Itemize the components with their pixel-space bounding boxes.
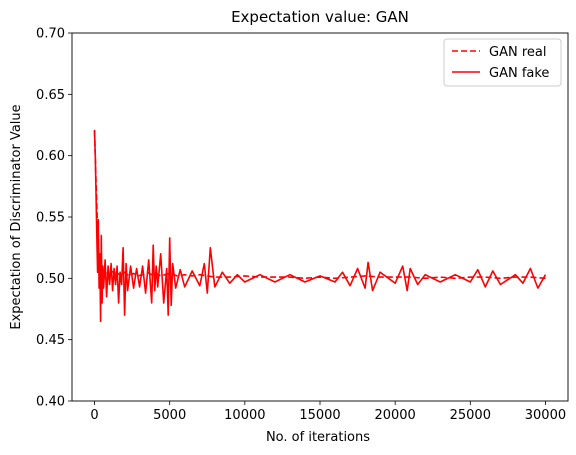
x-axis-label: No. of iterations <box>266 430 370 445</box>
x-tick-label: 20000 <box>374 408 415 423</box>
x-tick-label: 0 <box>90 408 98 423</box>
y-axis-label: Expectation of Discriminator Value <box>9 104 24 329</box>
y-axis: 0.40 0.45 0.50 0.55 0.60 0.65 0.70 <box>36 27 72 410</box>
y-tick-label: 0.60 <box>36 149 65 164</box>
y-tick-label: 0.65 <box>36 88 65 103</box>
y-tick-label: 0.45 <box>36 333 65 348</box>
legend-label-gan-real: GAN real <box>489 45 546 60</box>
plot-area <box>93 129 547 323</box>
y-tick-label: 0.70 <box>36 27 65 42</box>
legend: GAN real GAN fake <box>443 38 562 87</box>
y-tick-label: 0.50 <box>36 272 65 287</box>
x-axis: 0 5000 10000 15000 20000 25000 30000 <box>90 401 566 423</box>
series-line-gan-fake <box>93 129 547 323</box>
chart-title: Expectation value: GAN <box>231 8 409 26</box>
x-tick-label: 5000 <box>153 408 186 423</box>
x-tick-label: 10000 <box>224 408 265 423</box>
x-tick-label: 25000 <box>450 408 491 423</box>
x-tick-label: 30000 <box>525 408 566 423</box>
y-tick-label: 0.40 <box>36 395 65 410</box>
y-tick-label: 0.55 <box>36 211 65 226</box>
legend-label-gan-fake: GAN fake <box>489 66 549 81</box>
x-tick-label: 15000 <box>299 408 340 423</box>
